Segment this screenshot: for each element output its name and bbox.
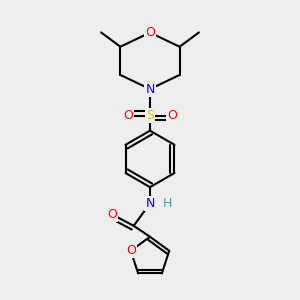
Text: N: N bbox=[145, 82, 155, 96]
Text: N: N bbox=[145, 197, 155, 210]
Text: O: O bbox=[167, 109, 177, 122]
Text: O: O bbox=[126, 244, 136, 257]
Text: O: O bbox=[123, 109, 133, 122]
Text: O: O bbox=[145, 26, 155, 39]
Text: S: S bbox=[146, 109, 154, 122]
Text: H: H bbox=[163, 197, 172, 210]
Text: O: O bbox=[107, 208, 117, 221]
